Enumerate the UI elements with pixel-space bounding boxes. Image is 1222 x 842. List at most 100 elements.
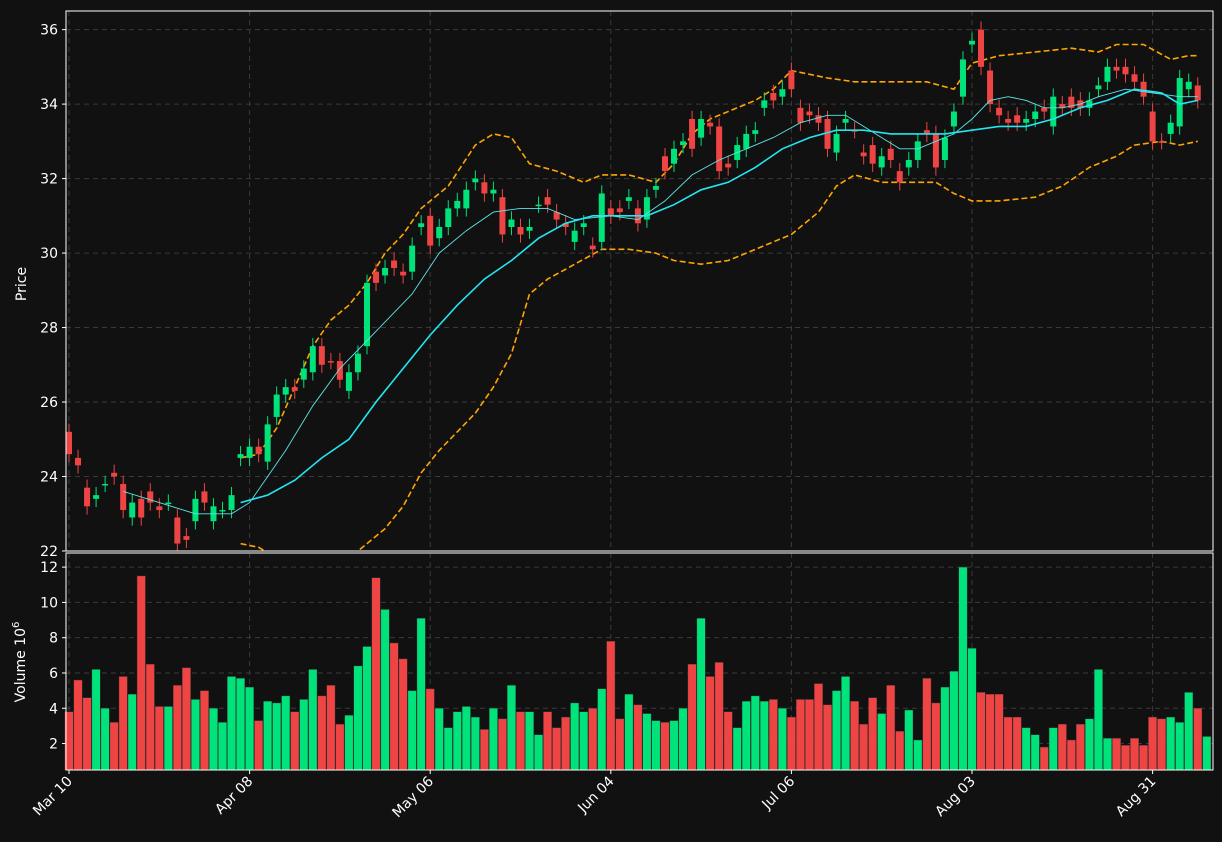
- volume-tick-label: 4: [49, 701, 58, 717]
- candle-body: [996, 107, 1003, 116]
- volume-bar: [904, 709, 914, 771]
- candle-body: [905, 159, 912, 168]
- volume-bar: [859, 723, 869, 771]
- volume-bar: [1048, 727, 1058, 771]
- slow-moving-average-line: [240, 88, 1198, 504]
- candle-body: [788, 70, 795, 90]
- candle-body: [84, 487, 91, 507]
- volume-bar: [443, 727, 453, 771]
- candle-body: [589, 245, 596, 250]
- candle-body: [1050, 96, 1057, 127]
- candle-body: [201, 491, 208, 503]
- candle-body: [93, 495, 100, 499]
- candle-body: [1032, 111, 1039, 119]
- candle-body: [643, 197, 650, 220]
- candle-body: [111, 472, 118, 477]
- candle-body: [391, 260, 398, 268]
- volume-bar: [633, 704, 643, 771]
- volume-bar: [922, 678, 932, 771]
- volume-bar: [326, 685, 336, 771]
- candle-body: [102, 483, 109, 486]
- volume-bar: [461, 706, 471, 771]
- candle-body: [327, 361, 334, 363]
- volume-bar: [732, 727, 742, 771]
- volume-bar: [118, 676, 128, 771]
- candle-body: [1086, 100, 1093, 108]
- candle-body: [490, 189, 497, 194]
- volume-bar: [407, 690, 417, 771]
- candle-body: [806, 111, 813, 116]
- volume-bar: [895, 730, 905, 771]
- candle-body: [652, 186, 659, 190]
- volume-bar: [317, 695, 327, 771]
- candle-body: [499, 197, 506, 235]
- fast-moving-average-line: [123, 88, 1198, 515]
- volume-bar: [73, 679, 83, 771]
- candle-body: [147, 491, 154, 503]
- volume-bar: [841, 676, 850, 771]
- volume-bar: [543, 711, 552, 771]
- candle-body: [318, 346, 325, 365]
- volume-bar: [805, 699, 814, 771]
- volume-bar: [931, 702, 941, 771]
- candle-body: [671, 148, 678, 164]
- volume-bar: [597, 688, 607, 771]
- volume-bar: [552, 727, 562, 771]
- candle-body: [291, 387, 298, 391]
- candle-body: [1194, 85, 1201, 101]
- candle-body: [978, 29, 985, 67]
- candle-body: [1041, 107, 1048, 112]
- candle-body: [228, 495, 235, 511]
- volume-bar: [1112, 738, 1121, 771]
- candle-body: [878, 156, 885, 168]
- price-y-ticks: 22 24 26 28 30 32 34 36: [40, 23, 66, 560]
- volume-bar: [642, 713, 652, 771]
- volume-bar: [200, 690, 209, 771]
- candle-body: [616, 208, 623, 213]
- candle-body: [138, 498, 145, 518]
- candle-body: [156, 506, 163, 511]
- volume-bar: [1130, 738, 1139, 771]
- price-axis-label: Price: [14, 267, 30, 301]
- volume-bar: [263, 700, 273, 771]
- volume-bar: [1184, 692, 1194, 771]
- volume-bar: [958, 566, 968, 771]
- volume-bar: [994, 693, 1004, 771]
- volume-bar: [561, 716, 571, 771]
- volume-bar: [750, 695, 760, 771]
- candle-body: [183, 536, 190, 540]
- volume-bar: [425, 688, 435, 771]
- candle-body: [1104, 66, 1111, 82]
- candle-body: [363, 282, 370, 347]
- volume-bar: [669, 720, 679, 771]
- candle-body: [571, 230, 578, 242]
- candle-body: [336, 361, 343, 380]
- candle-body: [508, 219, 515, 227]
- volume-bar: [91, 669, 101, 771]
- volume-bar: [624, 693, 634, 771]
- volume-bar: [651, 720, 661, 771]
- candle-body: [969, 40, 975, 45]
- volume-bar: [145, 663, 155, 771]
- price-tick-label: 26: [40, 395, 58, 411]
- volume-bar: [1003, 716, 1013, 771]
- volume-bar: [588, 708, 598, 771]
- candle-body: [535, 204, 542, 207]
- volume-bar: [886, 685, 896, 771]
- volume-bar: [696, 618, 706, 771]
- volume-bar: [823, 704, 832, 771]
- candle-body: [427, 215, 434, 246]
- volume-bar: [82, 697, 92, 771]
- volume-bar: [1202, 736, 1212, 771]
- volume-bar: [705, 676, 715, 771]
- volume-bar: [452, 711, 462, 771]
- volume-bar: [272, 702, 282, 771]
- candle-body: [400, 271, 407, 276]
- volume-bar: [227, 676, 236, 771]
- candle-body: [273, 394, 280, 417]
- candle-body: [824, 119, 831, 149]
- volume-bar: [787, 716, 796, 771]
- volume-bar: [416, 618, 426, 771]
- volume-bar: [1030, 734, 1040, 771]
- price-frame: [65, 10, 1214, 552]
